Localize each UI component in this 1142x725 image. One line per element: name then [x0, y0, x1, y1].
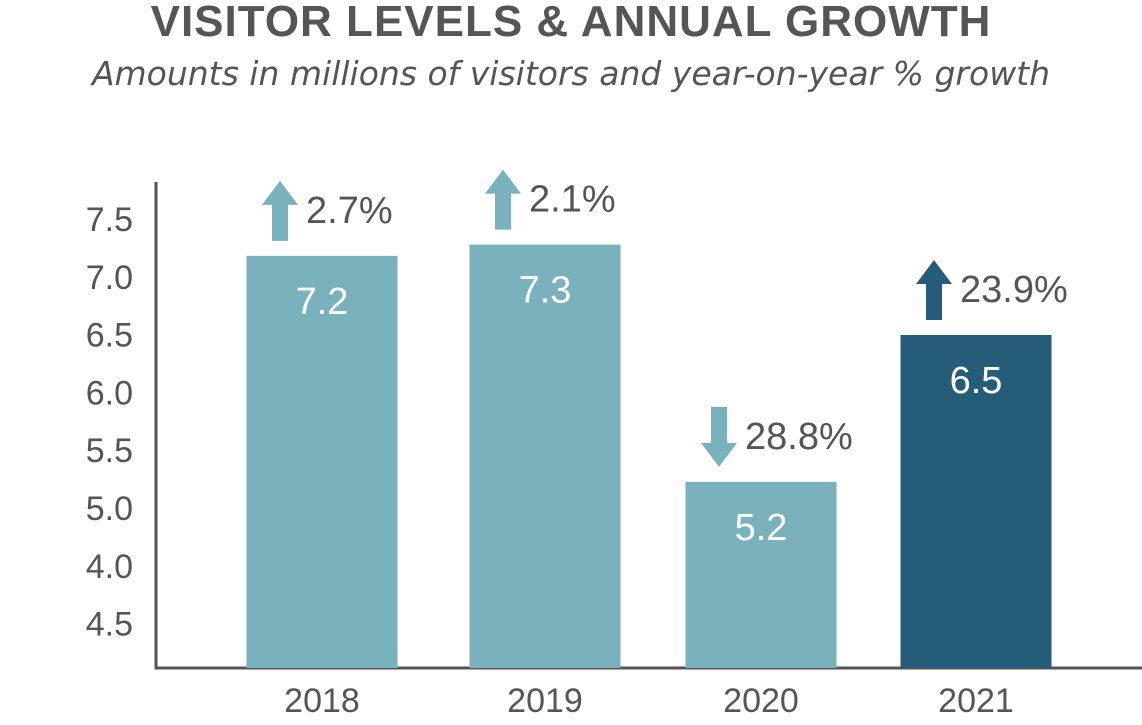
y-tick-label: 4.0: [86, 548, 133, 586]
growth-label: 2.1%: [529, 179, 616, 221]
y-tick-label: 6.5: [86, 317, 133, 355]
y-tick-label: 5.0: [86, 490, 133, 528]
growth-label: 23.9%: [960, 269, 1068, 311]
arrow-down-icon: [701, 406, 737, 467]
y-tick-label: 5.5: [86, 432, 133, 470]
bar-value-label: 5.2: [735, 507, 788, 549]
bar-value-label: 6.5: [950, 360, 1003, 402]
x-tick-label: 2019: [507, 682, 583, 720]
chart-title: VISITOR LEVELS & ANNUAL GROWTH: [150, 0, 992, 46]
arrow-up-icon: [262, 180, 298, 241]
x-tick-label: 2018: [284, 682, 360, 720]
y-tick-label: 7.5: [86, 201, 133, 239]
bar-2018: [246, 255, 398, 668]
arrow-up-icon: [485, 169, 521, 230]
bar-value-label: 7.2: [296, 281, 349, 323]
bar-value-label: 7.3: [519, 270, 572, 312]
x-tick-label: 2021: [938, 682, 1014, 720]
chart-subtitle: Amounts in millions of visitors and year…: [91, 54, 1051, 93]
bar-2021: [900, 335, 1052, 668]
growth-label: 2.7%: [306, 190, 393, 232]
bar-2019: [469, 244, 621, 668]
growth-label: 28.8%: [745, 416, 853, 458]
x-tick-label: 2020: [723, 682, 799, 720]
y-tick-label: 4.5: [86, 606, 133, 644]
y-tick-label: 6.0: [86, 374, 133, 412]
bar-2020: [685, 481, 837, 668]
arrow-up-icon: [916, 260, 952, 320]
y-tick-label: 7.0: [86, 259, 133, 297]
